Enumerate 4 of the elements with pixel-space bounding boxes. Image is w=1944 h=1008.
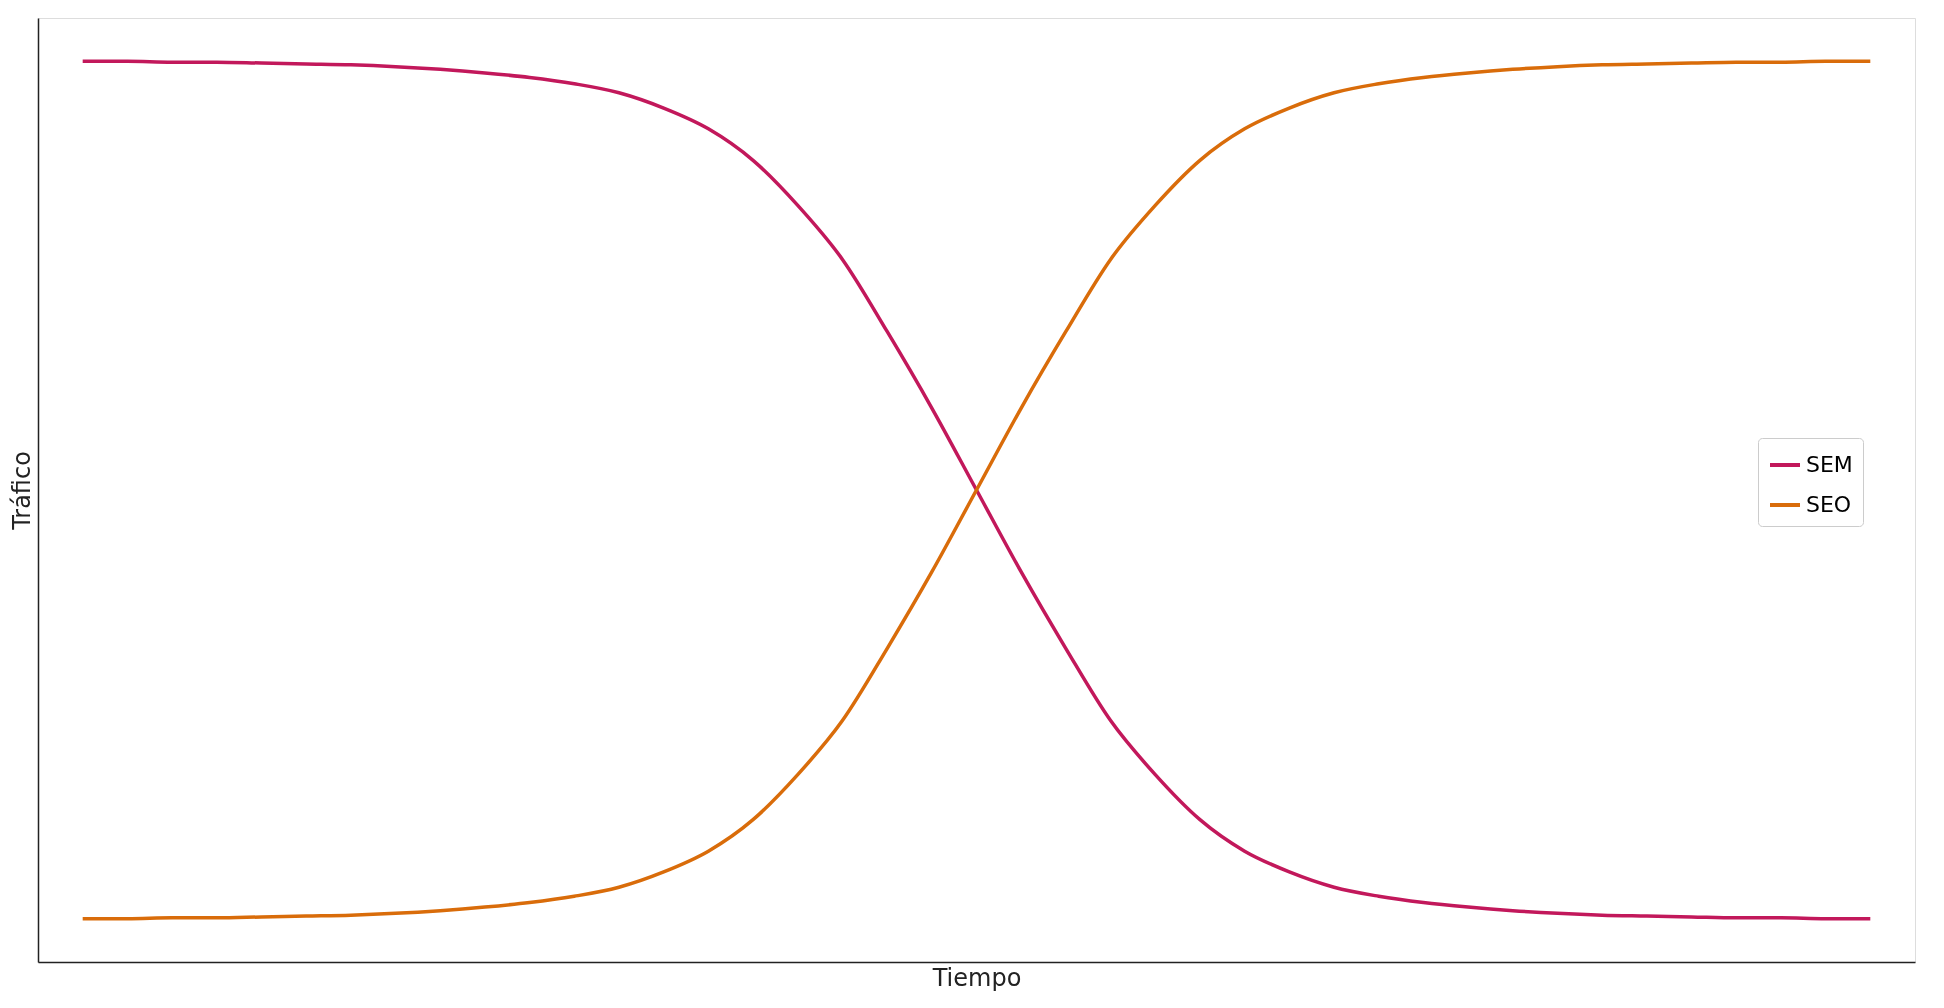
legend-label: SEM <box>1806 452 1853 477</box>
y-axis-title: Tráfico <box>7 451 36 531</box>
legend-label: SEO <box>1806 492 1852 517</box>
x-axis-title: Tiempo <box>931 963 1022 992</box>
